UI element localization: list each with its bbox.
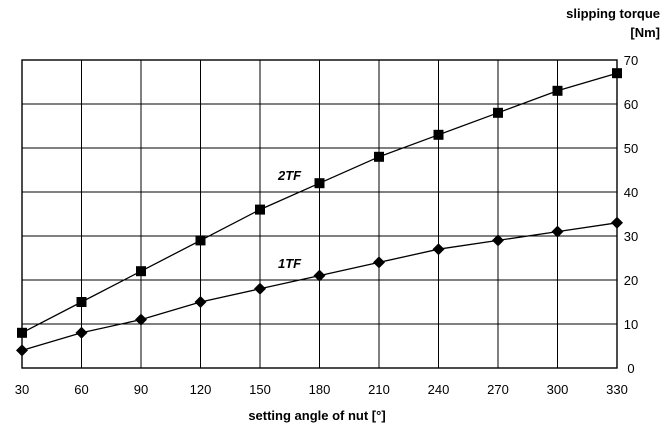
data-point-1tf xyxy=(373,256,385,269)
y-axis-title-line1: slipping torque xyxy=(566,6,660,21)
y-tick-label: 50 xyxy=(624,141,638,156)
x-tick-label: 150 xyxy=(249,382,271,397)
series-group xyxy=(16,68,623,357)
data-point-2tf xyxy=(552,85,563,96)
series-label-1tf: 1TF xyxy=(278,256,302,271)
y-axis-title-line2: [Nm] xyxy=(630,25,660,40)
x-tick-label: 180 xyxy=(309,382,331,397)
data-point-2tf xyxy=(314,178,325,189)
data-point-1tf xyxy=(16,344,28,357)
data-point-1tf xyxy=(194,296,207,308)
series-label-2tf: 2TF xyxy=(277,168,302,183)
data-point-1tf xyxy=(75,326,88,339)
data-point-2tf xyxy=(195,235,206,246)
data-point-2tf xyxy=(493,107,503,118)
y-tick-label: 60 xyxy=(624,97,638,112)
x-tick-labels: 30 60 90 120 150 180 210 240 270 300 330 xyxy=(15,382,628,397)
y-tick-label: 70 xyxy=(624,53,638,68)
grid-lines xyxy=(21,59,618,369)
y-tick-label: 40 xyxy=(624,185,638,200)
x-tick-label: 90 xyxy=(134,382,148,397)
x-tick-label: 60 xyxy=(74,382,88,397)
data-point-1tf xyxy=(432,243,445,256)
x-tick-label: 30 xyxy=(15,382,29,397)
x-tick-label: 240 xyxy=(428,382,450,397)
data-point-1tf xyxy=(611,216,623,229)
data-point-2tf xyxy=(612,68,622,79)
data-point-1tf xyxy=(254,282,266,295)
data-point-1tf xyxy=(551,225,564,238)
x-tick-label: 210 xyxy=(368,382,390,397)
y-tick-label: 20 xyxy=(624,273,638,288)
x-axis-title: setting angle of nut [°] xyxy=(248,408,385,423)
data-point-2tf xyxy=(374,151,384,162)
data-point-2tf xyxy=(255,204,265,215)
data-point-1tf xyxy=(135,313,147,326)
data-point-1tf xyxy=(313,269,326,282)
data-point-2tf xyxy=(76,297,87,307)
y-tick-labels: 0 10 20 30 40 50 60 70 xyxy=(624,53,638,376)
data-point-2tf xyxy=(433,129,444,140)
data-point-1tf xyxy=(492,234,504,247)
x-tick-label: 330 xyxy=(606,382,628,397)
x-tick-label: 300 xyxy=(547,382,569,397)
plot-frame xyxy=(21,59,618,369)
data-point-2tf xyxy=(17,327,27,338)
data-point-2tf xyxy=(136,266,146,277)
y-tick-label: 30 xyxy=(624,229,638,244)
x-tick-label: 270 xyxy=(487,382,509,397)
x-tick-label: 120 xyxy=(190,382,212,397)
y-tick-label: 0 xyxy=(627,361,634,376)
y-tick-label: 10 xyxy=(624,317,638,332)
